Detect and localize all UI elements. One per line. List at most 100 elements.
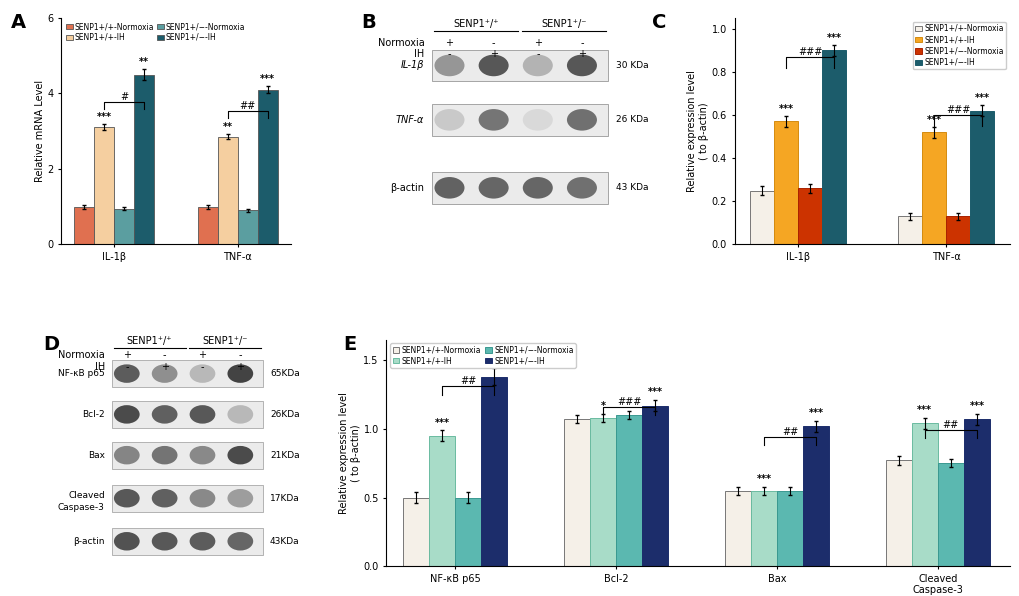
- Text: SENP1⁺/⁺: SENP1⁺/⁺: [452, 19, 498, 29]
- Bar: [111, 360, 263, 387]
- Text: ***: ***: [486, 356, 501, 366]
- Bar: [94, 128, 114, 244]
- Text: +: +: [578, 49, 585, 59]
- Text: SENP1⁺/⁻: SENP1⁺/⁻: [541, 19, 586, 29]
- Text: ##: ##: [239, 101, 256, 111]
- Text: 65KDa: 65KDa: [270, 369, 300, 378]
- Ellipse shape: [227, 405, 253, 424]
- Bar: [615, 415, 642, 566]
- Text: ***: ***: [808, 408, 822, 418]
- Ellipse shape: [152, 405, 177, 424]
- Bar: [454, 498, 481, 566]
- Ellipse shape: [114, 532, 140, 551]
- Text: A: A: [11, 13, 25, 32]
- Bar: [802, 426, 828, 566]
- Bar: [936, 463, 963, 566]
- Text: +: +: [122, 350, 130, 361]
- Text: Cleaved: Cleaved: [68, 492, 105, 501]
- Ellipse shape: [190, 364, 215, 383]
- Text: 30 KDa: 30 KDa: [615, 61, 648, 70]
- Bar: [237, 210, 258, 244]
- Text: NF-κB p65: NF-κB p65: [58, 369, 105, 378]
- Ellipse shape: [152, 532, 177, 551]
- Text: β-actin: β-actin: [73, 537, 105, 546]
- Ellipse shape: [152, 446, 177, 464]
- Text: ###: ###: [616, 397, 641, 407]
- Ellipse shape: [567, 55, 596, 76]
- Bar: [969, 111, 994, 244]
- Text: SENP1⁺/⁻: SENP1⁺/⁻: [203, 336, 248, 346]
- Ellipse shape: [114, 446, 140, 464]
- Y-axis label: Relative expression level
( to β-actin): Relative expression level ( to β-actin): [687, 70, 708, 192]
- Text: ###: ###: [946, 105, 969, 115]
- Bar: [481, 377, 506, 566]
- Ellipse shape: [523, 55, 552, 76]
- Ellipse shape: [567, 177, 596, 198]
- Bar: [431, 104, 608, 136]
- Legend: SENP1+/+-Normoxia, SENP1+/+-IH, SENP1+/−-Normoxia, SENP1+/−-IH: SENP1+/+-Normoxia, SENP1+/+-IH, SENP1+/−…: [65, 21, 246, 43]
- Text: ***: ***: [926, 114, 941, 125]
- Text: ***: ***: [974, 93, 988, 103]
- Text: ***: ***: [434, 418, 449, 427]
- Text: Normoxia: Normoxia: [377, 38, 424, 48]
- Text: Caspase-3: Caspase-3: [58, 503, 105, 512]
- Text: B: B: [361, 13, 376, 32]
- Text: +: +: [489, 49, 497, 59]
- Text: +: +: [445, 38, 453, 48]
- Text: ***: ***: [916, 405, 931, 415]
- Text: ***: ***: [260, 74, 275, 84]
- Text: +: +: [199, 350, 206, 361]
- Ellipse shape: [114, 405, 140, 424]
- Bar: [564, 419, 590, 566]
- Bar: [431, 49, 608, 81]
- Text: -: -: [491, 38, 495, 48]
- Text: IH: IH: [414, 49, 424, 59]
- Ellipse shape: [434, 109, 464, 131]
- Text: ***: ***: [647, 387, 662, 398]
- Text: -: -: [163, 350, 166, 361]
- Text: ##: ##: [460, 376, 476, 386]
- Text: 17KDa: 17KDa: [270, 493, 300, 503]
- Bar: [963, 419, 988, 566]
- Y-axis label: Relative expression level
( to β-actin): Relative expression level ( to β-actin): [338, 392, 361, 514]
- Bar: [946, 216, 969, 244]
- Text: ***: ***: [777, 104, 793, 114]
- Text: 43 KDa: 43 KDa: [615, 184, 648, 193]
- Text: *: *: [600, 401, 605, 411]
- Bar: [114, 209, 133, 244]
- Bar: [429, 436, 454, 566]
- Text: TNF-α: TNF-α: [395, 115, 424, 125]
- Legend: SENP1+/+-Normoxia, SENP1+/+-IH, SENP1+/−-Normoxia, SENP1+/−-IH: SENP1+/+-Normoxia, SENP1+/+-IH, SENP1+/−…: [912, 21, 1005, 69]
- Bar: [74, 207, 94, 244]
- Text: 26KDa: 26KDa: [270, 410, 300, 419]
- Text: SENP1⁺/⁺: SENP1⁺/⁺: [126, 336, 172, 346]
- Text: β-actin: β-actin: [390, 183, 424, 193]
- Bar: [725, 491, 750, 566]
- Bar: [911, 423, 936, 566]
- Bar: [898, 216, 921, 244]
- Bar: [921, 132, 946, 244]
- Ellipse shape: [152, 364, 177, 383]
- Bar: [776, 491, 802, 566]
- Text: +: +: [533, 38, 541, 48]
- Bar: [111, 485, 263, 512]
- Text: ***: ***: [968, 401, 983, 411]
- Text: **: **: [222, 122, 232, 132]
- Text: E: E: [342, 335, 356, 354]
- Bar: [884, 461, 911, 566]
- Ellipse shape: [523, 109, 552, 131]
- Bar: [749, 191, 773, 244]
- Bar: [111, 527, 263, 555]
- Ellipse shape: [190, 446, 215, 464]
- Text: -: -: [125, 362, 128, 372]
- Text: ***: ***: [825, 33, 841, 43]
- Text: #: #: [120, 92, 128, 102]
- Bar: [590, 418, 615, 566]
- Ellipse shape: [523, 177, 552, 198]
- Text: Bcl-2: Bcl-2: [83, 410, 105, 419]
- Text: IH: IH: [95, 362, 105, 372]
- Ellipse shape: [227, 532, 253, 551]
- Bar: [750, 491, 776, 566]
- Text: -: -: [238, 350, 242, 361]
- Ellipse shape: [434, 55, 464, 76]
